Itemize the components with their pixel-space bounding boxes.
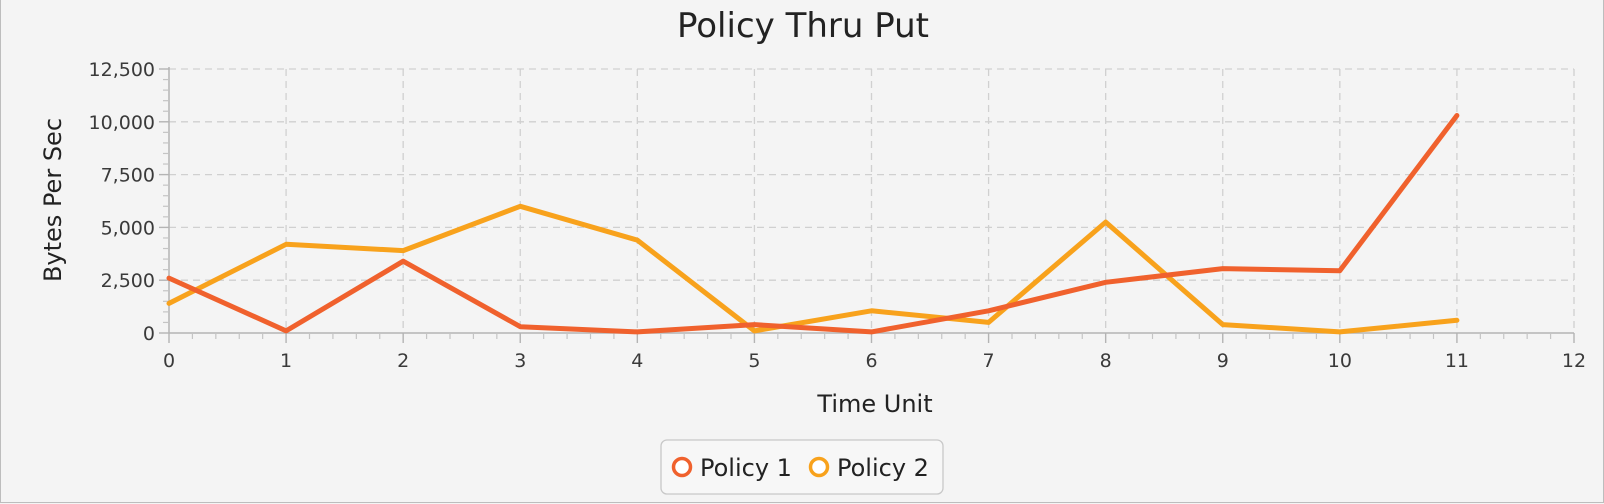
x-tick-label: 6 (865, 350, 877, 372)
chart-title: Policy Thru Put (677, 6, 929, 46)
legend-marker-policy-1 (671, 456, 693, 478)
y-axis-title: Bytes Per Sec (39, 118, 67, 282)
series (166, 113, 1460, 335)
legend-label-policy-2: Policy 2 (837, 454, 929, 482)
x-tick-label: 10 (1328, 350, 1352, 372)
legend-label-policy-1: Policy 1 (700, 454, 792, 482)
axes: 0 1 2 3 4 5 6 7 8 9 10 11 1202,5005,0007,50010,00012… (89, 59, 1587, 372)
legend-marker-policy-2 (808, 456, 830, 478)
x-tick-label: 3 (514, 350, 526, 372)
x-tick-label: 7 (983, 350, 995, 372)
x-axis-title: Time Unit (816, 390, 932, 418)
y-tick-label: 7,500 (101, 165, 155, 187)
x-tick-label: 2 (397, 350, 409, 372)
x-tick-label: 12 (1562, 350, 1586, 372)
y-tick-label: 10,000 (89, 112, 155, 134)
x-tick-label: 9 (1217, 350, 1229, 372)
x-tick-label: 5 (748, 350, 760, 372)
grid (169, 68, 1575, 333)
legend-box (660, 439, 944, 495)
y-tick-label: 5,000 (101, 217, 155, 239)
legend-item-policy-1: Policy 1 (671, 454, 792, 482)
legend: Policy 1 Policy 2 (660, 439, 944, 495)
y-tick-label: 0 (143, 323, 155, 345)
x-tick-label: 0 (163, 350, 175, 372)
x-tick-label: 1 (280, 350, 292, 372)
series-line-policy-2 (166, 203, 1460, 335)
y-tick-label: 12,500 (89, 59, 155, 81)
y-tick-label: 2,500 (101, 270, 155, 292)
legend-item-policy-2: Policy 2 (808, 454, 929, 482)
x-tick-label: 8 (1100, 350, 1112, 372)
x-tick-label: 4 (631, 350, 643, 372)
x-tick-label: 11 (1445, 350, 1469, 372)
series-line-policy-1 (166, 113, 1460, 335)
